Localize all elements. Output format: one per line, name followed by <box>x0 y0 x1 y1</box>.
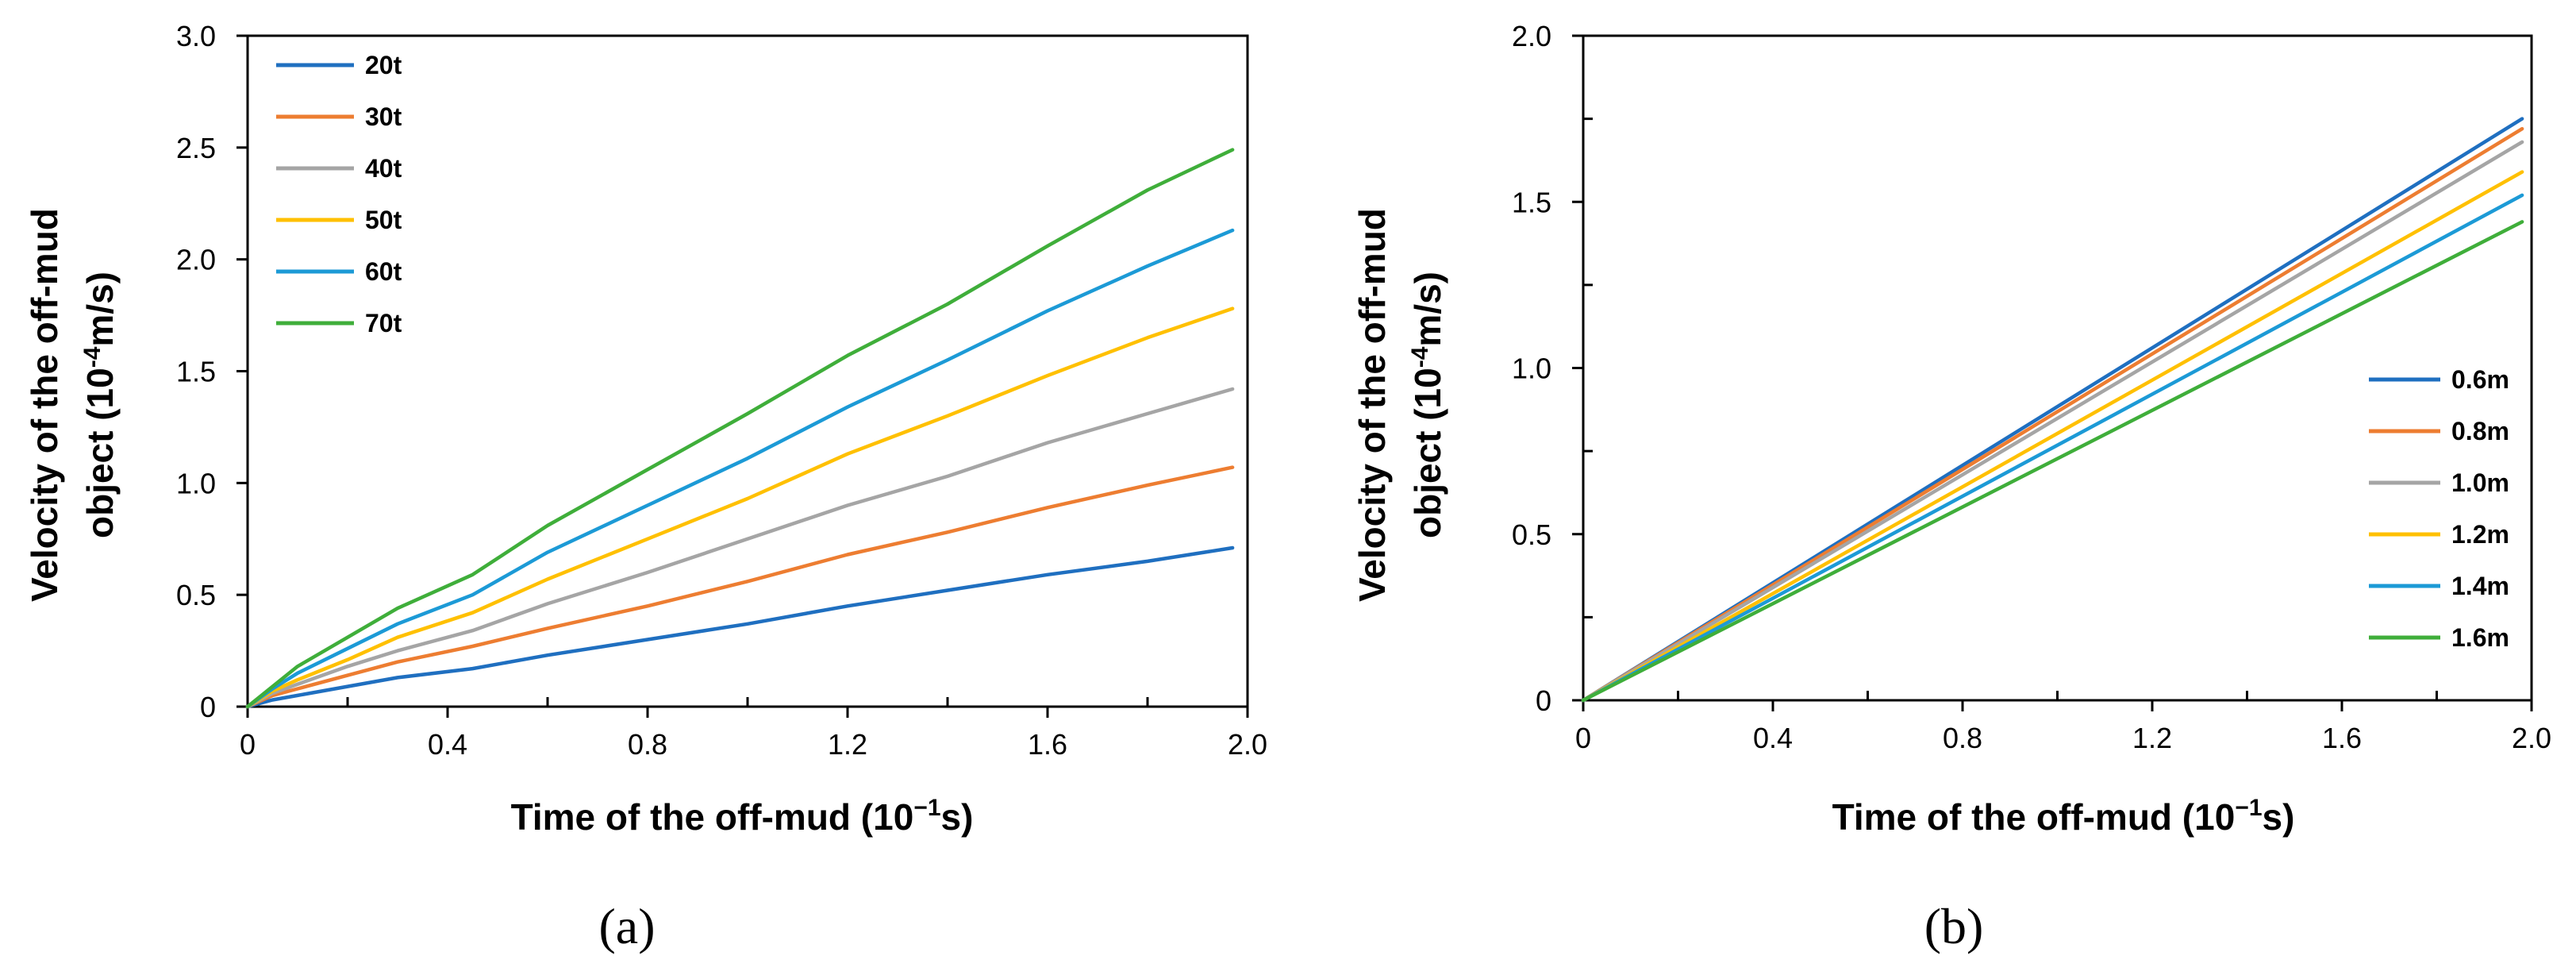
chart-b-legend-label-1.4m: 1.4m <box>2451 572 2509 600</box>
chart-a-xtick-label: 1.6 <box>1028 728 1067 761</box>
chart-a-legend-label-60t: 60t <box>365 257 402 286</box>
chart-a-series-40t <box>245 387 1235 709</box>
chart-a-plot-frame <box>246 34 1249 708</box>
chart-b-ytick-label: 0 <box>1536 684 1551 717</box>
chart-a-xtick-label: 0.4 <box>428 728 467 761</box>
chart-b-ytick-label: 1.5 <box>1512 186 1551 218</box>
chart-a-ytick-label: 1.0 <box>176 467 216 499</box>
chart-b-xtick-label: 0.4 <box>1753 722 1793 754</box>
chart-a-xtick-label: 0.8 <box>628 728 667 761</box>
chart-b-series-0.8m <box>1581 126 2524 703</box>
chart-a-panel-label: (a) <box>598 898 655 954</box>
chart-b-series-1.0m <box>1581 140 2524 703</box>
chart-a-legend-label-40t: 40t <box>365 154 402 183</box>
chart-b-plot-area: 0 0.4 0.8 1.2 1.6 2.0 0 0.5 1.0 1.5 2.0 0.6m 0.8m 1.0… <box>1512 20 2551 754</box>
chart-b-ylabel-line2: object (10-4m/s) <box>1407 272 1448 538</box>
chart-a-ylabel-line1: Velocity of the off-mud <box>24 208 65 602</box>
chart-b-xtick-label: 2.0 <box>2512 722 2551 754</box>
chart-a-legend-label-50t: 50t <box>365 206 402 234</box>
chart-b-plot-frame <box>1582 34 2533 702</box>
chart-b-legend-label-1.0m: 1.0m <box>2451 468 2509 497</box>
chart-a-xlabel: Time of the off-mud (10−1s) <box>511 795 974 838</box>
chart-b-legend-label-1.2m: 1.2m <box>2451 520 2509 549</box>
chart-a-xtick-label: 0 <box>240 728 256 761</box>
chart-b-xtick-label: 0.8 <box>1943 722 1982 754</box>
chart-b-series-1.6m <box>1581 220 2524 703</box>
chart-b-legend-label-0.8m: 0.8m <box>2451 417 2509 445</box>
chart-a-legend-label-30t: 30t <box>365 102 402 131</box>
chart-a-ytick-label: 0.5 <box>176 579 216 611</box>
chart-a-ytick-label: 3.0 <box>176 20 216 52</box>
chart-b-series-1.2m <box>1581 170 2524 703</box>
chart-b-ylabel-line1: Velocity of the off-mud <box>1351 208 1393 602</box>
chart-b-panel-label: (b) <box>1924 898 1984 954</box>
chart-b-series-1.4m <box>1581 193 2524 703</box>
chart-a: 0 0.4 0.8 1.2 1.6 2.0 0 0.5 1.0 1.5 2.0 2.5 3.0 20t 30… <box>24 20 1267 954</box>
chart-a-series-20t <box>245 545 1235 709</box>
chart-b: 0 0.4 0.8 1.2 1.6 2.0 0 0.5 1.0 1.5 2.0 0.6m 0.8m 1.0… <box>1351 20 2551 954</box>
chart-a-xtick-label: 2.0 <box>1228 728 1267 761</box>
chart-a-plot-area: 0 0.4 0.8 1.2 1.6 2.0 0 0.5 1.0 1.5 2.0 2.5 3.0 20t 30… <box>176 20 1267 761</box>
chart-a-series-60t <box>245 228 1235 709</box>
chart-a-series-30t <box>245 465 1235 709</box>
chart-a-legend-label-70t: 70t <box>365 309 402 337</box>
chart-b-xtick-label: 0 <box>1575 722 1591 754</box>
chart-b-legend-label-0.6m: 0.6m <box>2451 365 2509 394</box>
chart-a-ytick-label: 2.5 <box>176 132 216 164</box>
chart-a-ytick-label: 0 <box>200 691 216 723</box>
chart-a-series-50t <box>245 306 1235 709</box>
chart-a-ytick-label: 1.5 <box>176 356 216 388</box>
chart-a-series-70t <box>245 148 1235 709</box>
chart-b-xtick-label: 1.6 <box>2322 722 2362 754</box>
chart-b-ytick-label: 0.5 <box>1512 518 1551 551</box>
chart-b-xtick-label: 1.2 <box>2132 722 2172 754</box>
chart-a-xtick-label: 1.2 <box>828 728 867 761</box>
chart-a-ytick-label: 2.0 <box>176 244 216 276</box>
chart-a-legend-label-20t: 20t <box>365 51 402 79</box>
chart-b-ytick-label: 1.0 <box>1512 353 1551 385</box>
chart-b-ytick-label: 2.0 <box>1512 20 1551 52</box>
chart-b-xlabel: Time of the off-mud (10−1s) <box>1832 795 2295 838</box>
chart-b-legend-label-1.6m: 1.6m <box>2451 623 2509 652</box>
chart-a-ylabel-line2: object (10-4m/s) <box>79 272 121 538</box>
